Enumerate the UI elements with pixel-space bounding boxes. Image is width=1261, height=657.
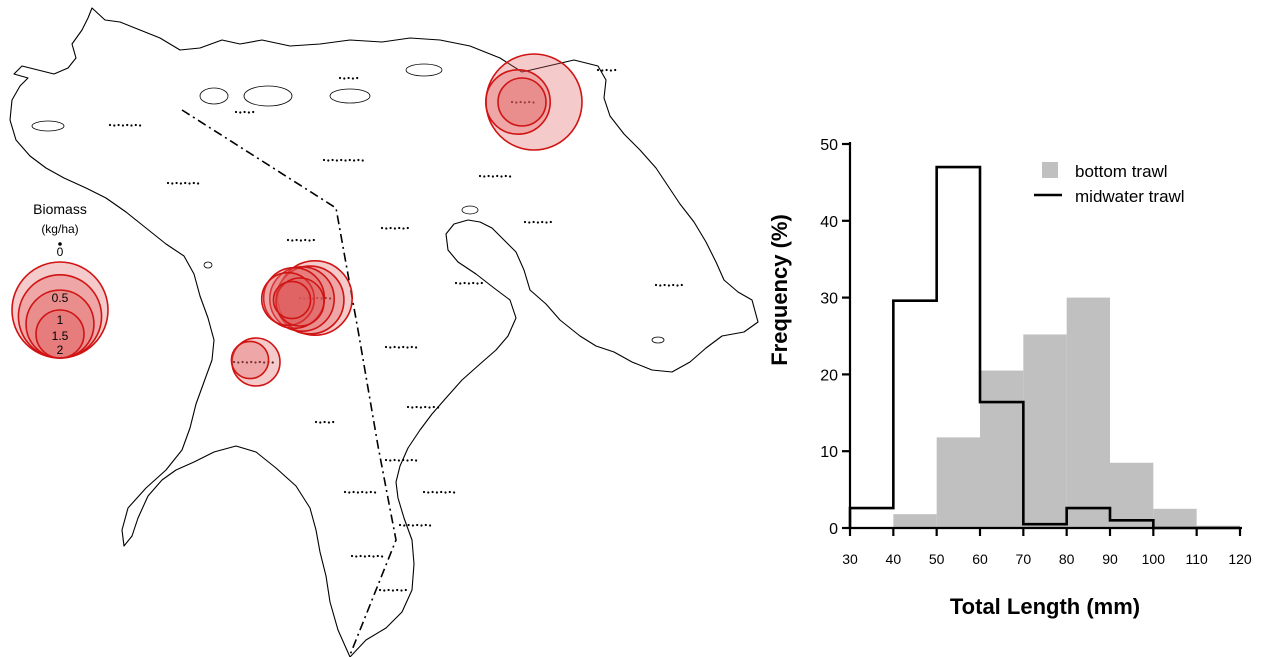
island (405, 63, 443, 77)
bottom-trawl-bars (893, 297, 1240, 528)
island (243, 85, 293, 107)
island (461, 205, 479, 215)
x-tick-label: 100 (1142, 551, 1166, 567)
histogram-bar (1023, 334, 1067, 528)
x-tick-label: 120 (1228, 551, 1252, 567)
biomass-bubble (230, 340, 270, 380)
legend-zero-dot (58, 242, 62, 246)
biomass-legend: Biomass (kg/ha) 0 0.5 1 1.52 (11, 201, 109, 359)
x-tick-label: 110 (1186, 551, 1209, 567)
sampling-site (378, 588, 407, 592)
sampling-site (108, 123, 142, 127)
international-border (181, 109, 397, 656)
sampling-site (398, 523, 432, 527)
legend-title: Biomass (33, 201, 87, 217)
sampling-site (406, 405, 440, 409)
y-tick-label: 10 (820, 444, 838, 461)
island (329, 88, 371, 104)
island (199, 87, 229, 105)
y-tick-label: 20 (820, 367, 838, 384)
y-axis-label: Frequency (%) (767, 214, 792, 366)
sampling-sites (108, 68, 683, 592)
histogram-bar (1110, 462, 1154, 528)
biomass-bubbles (230, 53, 583, 387)
lake-map (9, 7, 759, 657)
sampling-site (510, 100, 535, 104)
biomass-bubble (484, 69, 551, 136)
sampling-site (232, 360, 274, 364)
legend-label-midwater-trawl: midwater trawl (1075, 187, 1185, 206)
legend-swatch-bottom-trawl (1042, 162, 1058, 178)
sampling-site (478, 174, 512, 178)
x-tick-label: 50 (929, 551, 945, 567)
chart-axes (848, 142, 1242, 530)
legend-bubbles (11, 242, 109, 359)
sampling-site (350, 554, 384, 558)
legend-unit: (kg/ha) (41, 222, 78, 236)
histogram-bar (1153, 508, 1197, 528)
y-tick-label: 50 (820, 137, 838, 154)
sampling-site (380, 226, 409, 230)
biomass-bubble (275, 277, 325, 327)
legend-label-bottom-trawl: bottom trawl (1075, 162, 1168, 181)
y-tick-label: 40 (820, 214, 838, 231)
sampling-site (343, 490, 377, 494)
sampling-site (654, 283, 683, 287)
sampling-site (166, 181, 200, 185)
histogram-bar (893, 514, 937, 528)
sampling-site (384, 458, 418, 462)
legend-value-label: 1.5 (52, 329, 69, 343)
x-tick-label: 90 (1102, 551, 1118, 567)
lake-shoreline (9, 7, 759, 657)
biomass-bubble (272, 280, 312, 320)
legend-value-label: 0.5 (52, 291, 69, 305)
legend-bubble (35, 309, 85, 359)
histogram-bar (980, 370, 1024, 528)
midwater-trawl-line (848, 165, 1240, 530)
chart-legend: bottom trawl midwater trawl (1034, 162, 1185, 206)
x-tick-label: 40 (886, 551, 902, 567)
sampling-site (234, 110, 255, 114)
island (203, 261, 213, 269)
sampling-site (338, 76, 359, 80)
legend-value-label: 2 (57, 343, 64, 357)
histogram-bar (1066, 297, 1110, 528)
islands (31, 63, 665, 344)
y-tick-label: 30 (820, 291, 838, 308)
x-tick-label: 30 (842, 551, 858, 567)
sampling-site (314, 420, 335, 424)
legend-labels: 0 0.5 1 1.52 (52, 245, 69, 357)
sampling-site (286, 238, 315, 242)
island (651, 336, 665, 344)
sampling-site (454, 281, 483, 285)
histogram-bar (936, 437, 980, 528)
biomass-bubble (260, 271, 316, 327)
sampling-site (322, 158, 364, 162)
sampling-site (298, 296, 332, 300)
x-tick-label: 60 (972, 551, 988, 567)
y-tick-labels: 0 10 20 30 40 50 (820, 137, 850, 538)
x-tick-label: 80 (1059, 551, 1075, 567)
sampling-site (384, 345, 418, 349)
legend-value-label: 0 (57, 245, 64, 259)
sampling-site (596, 68, 617, 72)
legend-value-label: 1 (57, 313, 64, 327)
x-axis-label: Total Length (mm) (950, 594, 1140, 619)
length-frequency-chart: 0 10 20 30 40 50 30 40 50 60 70 80 90 100 110 120 Freq… (767, 137, 1252, 619)
sampling-site (422, 490, 456, 494)
x-tick-label: 70 (1016, 551, 1032, 567)
sampling-site (523, 220, 552, 224)
island (31, 120, 65, 132)
biomass-bubble (497, 77, 547, 127)
y-tick-label: 0 (829, 521, 838, 538)
x-tick-labels: 30 40 50 60 70 80 90 100 110 120 (842, 528, 1252, 567)
